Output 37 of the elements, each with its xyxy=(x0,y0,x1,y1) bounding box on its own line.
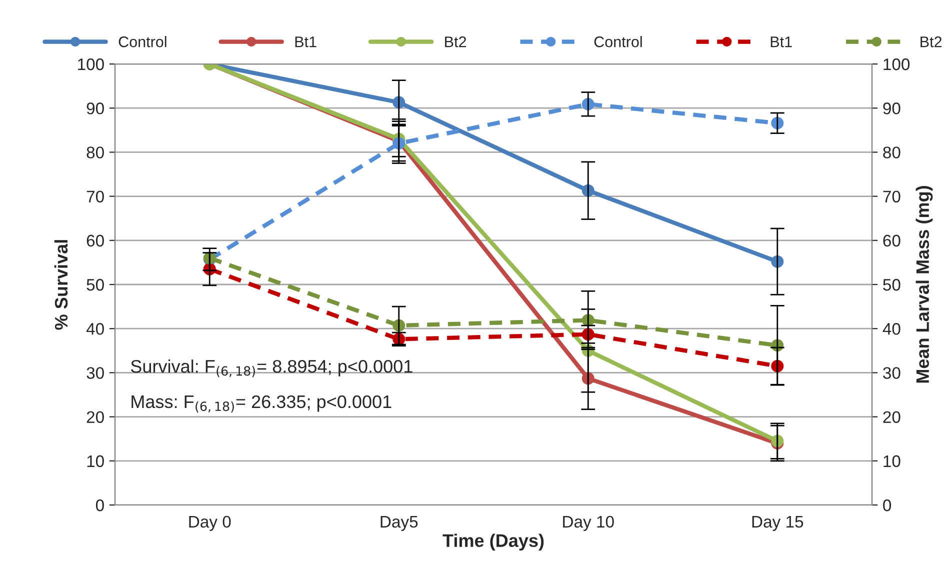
y-tick-label: 40 xyxy=(86,323,104,335)
y-tick-label: 30 xyxy=(86,367,104,379)
y2-tick-label: 10 xyxy=(884,455,900,468)
y-tick-label: 60 xyxy=(86,234,104,247)
annotation: Mass: F$_{(6,18)}$= 26.335; p<0.0001 xyxy=(132,395,392,413)
y-tick-label: 10 xyxy=(87,455,104,468)
legend-label: Bt1 xyxy=(770,36,792,48)
x-tick-label: Day 10 xyxy=(563,516,614,531)
legend-label: Bt1 xyxy=(295,36,316,48)
y-axis-title: % Survival xyxy=(54,240,68,330)
y2-tick-label: 100 xyxy=(884,58,910,70)
legend-label: Bt2 xyxy=(445,36,466,48)
legend-label: Control xyxy=(594,36,642,48)
y2-tick-label: 20 xyxy=(883,411,900,424)
y-tick-label: 100 xyxy=(78,58,104,70)
y2-tick-label: 40 xyxy=(882,323,900,335)
y-tick-label: 80 xyxy=(86,146,104,158)
y2-tick-label: 60 xyxy=(883,234,900,247)
y2-tick-label: 90 xyxy=(883,102,900,114)
y2-axis-title: Mean Larval Mass (mg) xyxy=(916,186,933,383)
y-tick-label: 50 xyxy=(86,278,104,291)
legend-label: Control xyxy=(118,36,166,48)
x-axis-title: Time (Days) xyxy=(442,534,544,551)
y2-tick-label: 70 xyxy=(883,190,900,203)
x-tick-label: Day5 xyxy=(380,516,418,531)
y-tick-label: 90 xyxy=(86,102,104,114)
x-tick-label: Day 15 xyxy=(752,516,804,531)
y-tick-label: 70 xyxy=(86,190,104,203)
y-tick-label: 0 xyxy=(96,499,104,512)
y2-tick-label: 50 xyxy=(883,278,900,291)
annotation: Survival: F$_{(6,18)}$= 8.8954; p<0.0001 xyxy=(130,360,412,378)
y2-tick-label: 0 xyxy=(883,499,892,512)
y-tick-label: 20 xyxy=(86,411,104,424)
x-tick-label: Day 0 xyxy=(189,516,231,531)
y2-tick-label: 80 xyxy=(883,146,900,158)
y2-tick-label: 30 xyxy=(883,367,900,379)
legend-label: Bt2 xyxy=(920,36,942,48)
